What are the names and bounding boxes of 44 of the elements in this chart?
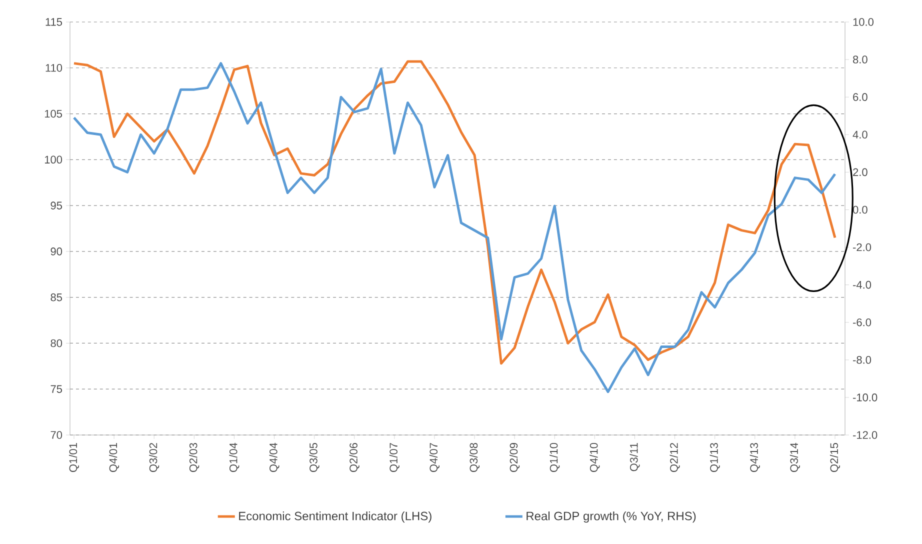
x-tick-label: Q2/15 xyxy=(830,442,840,472)
y-tick-label: 70 xyxy=(50,431,62,439)
x-tick-label: Q1/01 xyxy=(68,443,80,472)
y2-tick-label: -4.0 xyxy=(853,280,872,289)
x-tick-label: Q1/04 xyxy=(229,442,240,472)
y2-tick-label: -12.0 xyxy=(853,431,878,439)
legend-label: Real GDP growth (% YoY, RHS) xyxy=(526,511,696,523)
x-tick-label: Q3/14 xyxy=(790,442,800,472)
y2-tick-label: 6.0 xyxy=(853,93,868,101)
x-tick-label: Q4/07 xyxy=(429,443,440,472)
x-tick-label: Q4/04 xyxy=(269,442,280,472)
x-tick-label: Q4/13 xyxy=(750,442,760,472)
x-tick-label: Q2/09 xyxy=(510,443,520,472)
y-tick-label: 105 xyxy=(44,110,62,118)
y-tick-label: 110 xyxy=(46,64,62,72)
legend-label: Economic Sentiment Indicator (LHS) xyxy=(239,511,432,523)
y2-tick-label: -10.0 xyxy=(853,394,878,402)
x-tick-label: Q3/11 xyxy=(630,443,640,472)
x-tick-label: Q1/13 xyxy=(710,442,720,472)
y-tick-label: 75 xyxy=(50,385,62,393)
y2-tick-label: -2.0 xyxy=(853,243,872,252)
y2-tick-label: -6.0 xyxy=(853,318,872,326)
y2-tick-label: 10.0 xyxy=(853,18,874,26)
x-tick-label: Q1/07 xyxy=(389,443,400,472)
x-tick-label: Q2/03 xyxy=(189,442,200,472)
y-tick-label: 100 xyxy=(44,156,62,164)
y2-tick-label: -8.0 xyxy=(853,356,872,364)
y-tick-label: 115 xyxy=(46,18,62,26)
y2-tick-label: 0.0 xyxy=(852,206,868,214)
x-tick-label: Q1/10 xyxy=(550,442,560,472)
x-tick-label: Q2/06 xyxy=(349,442,360,472)
x-tick-label: Q3/08 xyxy=(470,442,480,472)
x-tick-label: Q4/10 xyxy=(590,442,600,472)
y2-tick-label: 4.0 xyxy=(852,130,868,139)
x-tick-label: Q3/02 xyxy=(149,443,160,472)
x-tick-label: Q3/05 xyxy=(309,442,320,472)
x-tick-label: Q4/01 xyxy=(109,443,120,472)
y2-tick-label: 2.0 xyxy=(853,168,868,176)
y-tick-label: 95 xyxy=(50,202,62,210)
y2-tick-label: 8.0 xyxy=(853,56,868,64)
y-tick-label: 80 xyxy=(50,339,62,348)
y-tick-label: 85 xyxy=(50,293,62,302)
y-tick-label: 90 xyxy=(50,248,62,256)
x-tick-label: Q2/12 xyxy=(670,443,680,472)
